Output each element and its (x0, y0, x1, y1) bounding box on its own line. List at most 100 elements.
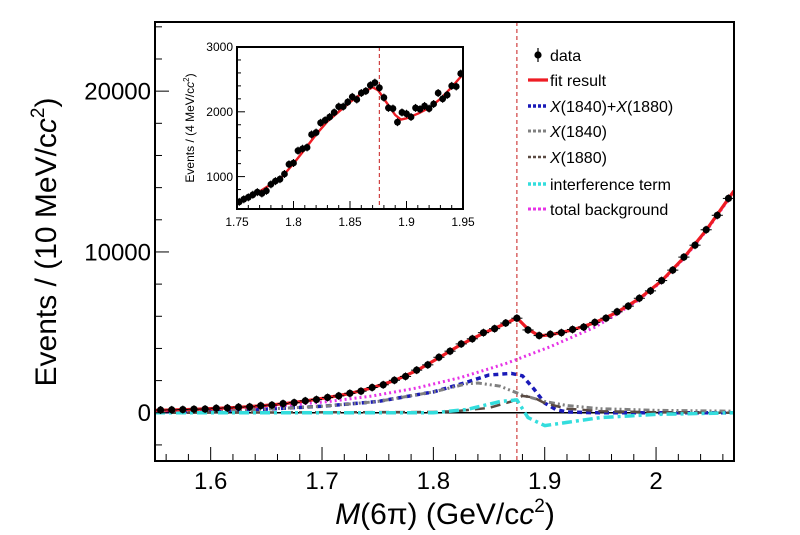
data-point-marker (635, 294, 643, 302)
x-tick-label: 1.75 (225, 215, 249, 229)
legend-label-part: X (549, 99, 562, 116)
data-point (310, 395, 323, 404)
data-point-marker (301, 397, 309, 405)
data-point-marker (362, 87, 370, 95)
data-point-marker (312, 395, 321, 404)
data-point-marker (268, 401, 276, 409)
data-point (394, 118, 401, 127)
plot-area (237, 47, 463, 209)
data-point-marker (502, 319, 510, 327)
data-point (288, 398, 300, 407)
legend-item-fit: fit result (528, 73, 607, 90)
data-point-marker (568, 325, 577, 334)
data-point-marker (394, 118, 401, 126)
data-point (188, 405, 200, 414)
legend-label-part: X (615, 99, 628, 116)
x-tick-label: 1.7 (305, 468, 338, 495)
data-point (232, 403, 245, 412)
y-tick-label: 0 (138, 400, 151, 427)
data-point-marker (279, 399, 287, 408)
x-axis-label: M(6π) (GeV/cc2) (335, 496, 555, 530)
data-point (656, 276, 668, 285)
data-point (299, 396, 311, 405)
data-point-marker (371, 79, 379, 87)
data-point-marker (434, 89, 442, 97)
data-point-marker (658, 276, 666, 285)
data-point-marker (326, 113, 334, 121)
data-point-marker (368, 383, 376, 392)
data-point (433, 353, 445, 362)
data-point (600, 314, 612, 323)
data-point (711, 211, 723, 220)
data-point-marker (357, 387, 365, 395)
inset-plot: 1.75 1.8 1.85 1.9 1.95 1000 2000 3000 (175, 34, 475, 249)
data-point (477, 328, 490, 337)
data-point (371, 78, 379, 87)
plot-area (155, 22, 734, 461)
data-point (388, 376, 400, 385)
data-point-marker (353, 96, 361, 103)
data-point (290, 158, 297, 167)
y-tick-label: 10000 (84, 239, 151, 266)
x-tick-label: 1.9 (398, 215, 415, 229)
data-point-marker (346, 389, 354, 397)
data-point (466, 334, 478, 343)
data-point-marker (257, 402, 265, 410)
data-point (262, 186, 270, 195)
legend-item-sum: X(1840)+X(1880) (528, 99, 673, 116)
data-point (430, 100, 438, 109)
series-sum-line (155, 371, 734, 415)
data-point-marker (339, 103, 347, 111)
data-point-marker (479, 329, 488, 337)
legend-label-part: (1880) (561, 150, 607, 167)
data-point-marker (535, 331, 543, 340)
legend-interf-label: interference term (550, 177, 671, 194)
data-point (425, 104, 433, 113)
legend-label-part: X (549, 150, 562, 167)
data-point-marker (407, 113, 415, 121)
legend-data-symbol-marker (534, 51, 542, 59)
data-point (277, 399, 289, 408)
series-x1840-line (155, 381, 734, 414)
data-point-marker (524, 326, 532, 334)
legend-x1840-label: X(1840) (549, 124, 607, 141)
data-point (281, 170, 288, 179)
data-point-marker (669, 266, 677, 274)
legend-fit-label: fit result (550, 73, 607, 90)
data-point-marker (246, 403, 254, 411)
data-point-marker (546, 330, 554, 338)
data-point-marker (425, 105, 433, 112)
data-point (366, 383, 378, 392)
data-point-marker (234, 403, 243, 411)
data-point-marker (179, 405, 187, 414)
data-point (276, 175, 284, 184)
x-tick-label: 1.8 (285, 215, 302, 229)
data-point (589, 318, 601, 327)
data-point (434, 89, 442, 98)
y-tick-label: 20000 (84, 79, 151, 106)
data-point (411, 366, 423, 375)
data-point-marker (290, 159, 297, 167)
data-point-marker (379, 381, 387, 389)
legend-label-part: (1840)+ (561, 99, 617, 116)
data-point-marker (276, 175, 284, 183)
data-point-marker (413, 366, 421, 374)
data-point (377, 380, 389, 389)
data-point-marker (446, 347, 454, 355)
series-bkg-line (155, 190, 734, 413)
data-point (578, 323, 590, 332)
data-point (244, 402, 256, 411)
data-point (255, 401, 267, 410)
data-point-marker (281, 170, 288, 178)
data-point (312, 128, 320, 137)
x-tick-label: 2 (649, 468, 662, 495)
legend-label-part: (1880) (627, 99, 673, 116)
data-point-marker (330, 109, 338, 116)
data-point (544, 330, 556, 339)
data-point (355, 387, 367, 396)
data-point-marker (580, 323, 588, 331)
data-point (166, 405, 178, 414)
data-point (422, 360, 434, 369)
data-point (455, 339, 467, 348)
